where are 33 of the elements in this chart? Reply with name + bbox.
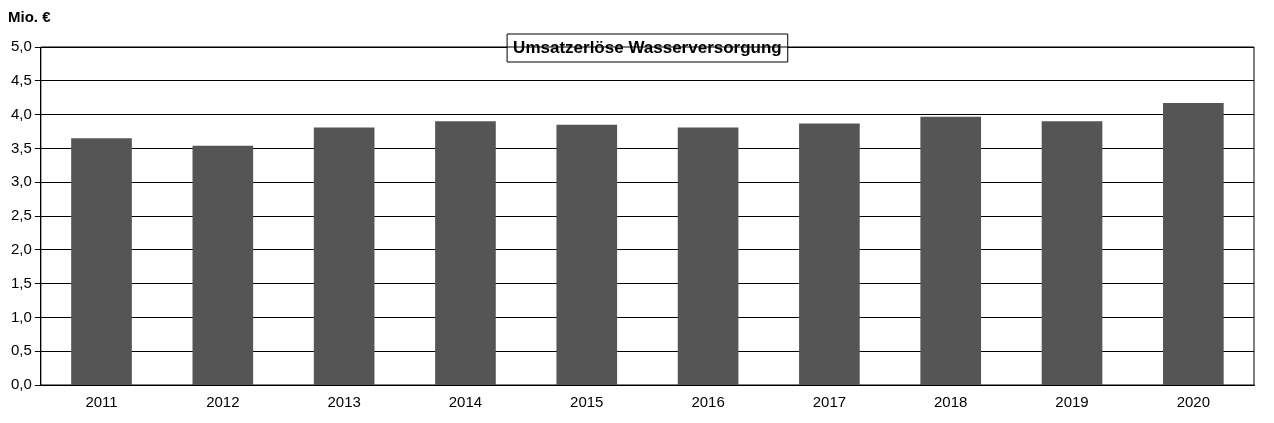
bar [71,138,132,385]
bar [192,145,254,385]
x-tick-label: 2011 [85,393,118,411]
bar [677,127,739,385]
bar [313,127,375,385]
y-tick-label: 3,5 [10,138,32,156]
bar [920,116,982,385]
chart-title: Umsatzerlöse Wasserversorgung [513,37,782,57]
bar [435,121,496,385]
y-axis-title: Mio. € [8,7,52,25]
x-tick-label: 2016 [691,393,725,411]
y-tick-label: 1,0 [10,307,32,325]
x-tick-label: 2015 [570,393,604,411]
y-tick-label: 0,0 [10,375,32,393]
y-tick-label: 1,5 [10,273,32,291]
x-tick-label: 2014 [448,393,483,411]
y-tick-label: 2,5 [10,206,32,224]
y-tick-label: 5,0 [10,37,32,55]
bar [799,123,860,385]
y-tick-label: 3,0 [10,172,32,190]
bar [556,124,618,385]
y-tick-label: 4,0 [10,104,32,122]
x-tick-label: 2017 [812,393,847,411]
y-tick-label: 0,5 [10,341,32,359]
x-tick-label: 2012 [206,393,240,411]
y-tick-label: 4,5 [10,70,32,88]
bar [1163,103,1224,385]
x-tick-label: 2020 [1176,393,1211,411]
x-tick-label: 2019 [1055,393,1089,411]
bar [1041,121,1103,385]
x-tick-label: 2013 [327,393,361,411]
y-tick-label: 2,0 [10,239,32,257]
x-tick-label: 2018 [934,393,968,411]
